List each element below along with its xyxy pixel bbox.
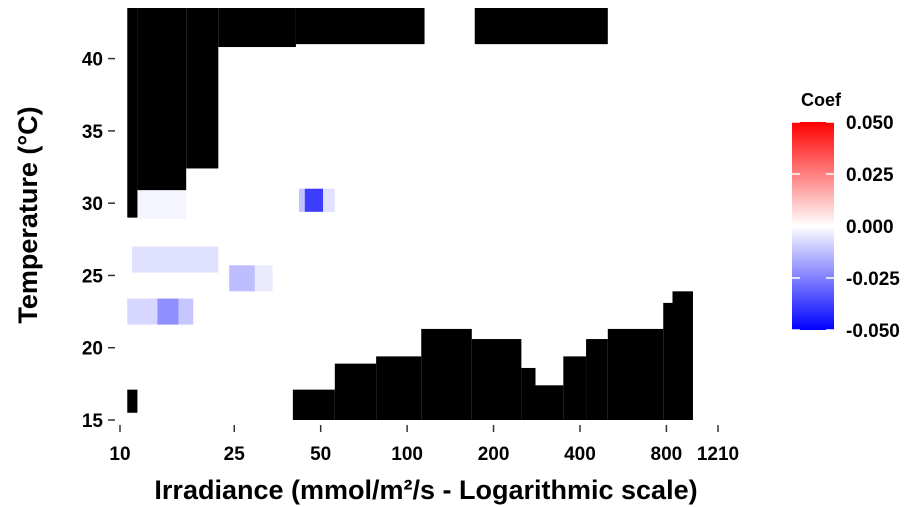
x-tick-label-200: 200 — [478, 444, 510, 465]
masked-region-8 — [334, 363, 377, 420]
legend-label-1: 0.025 — [846, 165, 894, 186]
x-tick-label-400: 400 — [564, 444, 596, 465]
heatmap-cell-10 — [137, 190, 187, 220]
masked-region-13 — [535, 385, 564, 420]
masked-region-16 — [607, 328, 664, 420]
masked-region-10 — [421, 328, 472, 420]
x-tick-label-100: 100 — [391, 444, 423, 465]
heatmap-cell-3 — [178, 298, 194, 325]
masked-region-12 — [521, 367, 536, 420]
y-tick-label-30: 30 — [82, 194, 103, 215]
x-tick-label-25: 25 — [224, 444, 246, 465]
masked-region-9 — [376, 356, 422, 420]
heatmap-cell-2 — [157, 298, 179, 325]
heatmap-cell-0 — [127, 44, 693, 390]
y-tick-label-25: 25 — [82, 266, 104, 287]
x-axis: 10 25 50 100 200 400 800 1210 — [109, 425, 739, 465]
masked-region-2 — [137, 8, 187, 191]
masked-region-17 — [663, 302, 673, 420]
masked-region-14 — [563, 356, 587, 420]
masked-region-7 — [292, 389, 335, 420]
color-legend: Coef 0.050 0.025 0.000 -0.025 -0.050 — [792, 90, 900, 342]
legend-label-3: -0.025 — [846, 269, 900, 290]
y-tick-label-15: 15 — [82, 411, 104, 432]
masked-region-3 — [186, 8, 219, 169]
masked-region-15 — [586, 339, 608, 420]
heatmap-cell-4 — [131, 246, 219, 273]
x-axis-title: Irradiance (mmol/m²/s - Logarithmic scal… — [154, 475, 697, 505]
legend-label-2: 0.000 — [846, 217, 894, 238]
x-tick-label-50: 50 — [310, 444, 331, 465]
plot-panel — [127, 8, 693, 420]
masked-region-4 — [218, 8, 296, 48]
heatmap-cell-1 — [127, 298, 158, 325]
heatmap-cell-7 — [298, 188, 305, 212]
x-tick-label-800: 800 — [651, 444, 683, 465]
masked-region-0 — [127, 389, 138, 413]
x-tick-label-1210: 1210 — [697, 444, 739, 465]
legend-label-0: 0.050 — [846, 113, 894, 134]
y-tick-label-35: 35 — [82, 122, 104, 143]
masked-region-5 — [295, 8, 425, 45]
heatmap-cell-8 — [304, 188, 324, 212]
legend-title: Coef — [801, 90, 842, 110]
y-axis-title: Temperature (°C) — [13, 106, 43, 323]
masked-region-11 — [471, 339, 522, 420]
y-axis: 15 20 25 30 35 40 — [82, 50, 115, 432]
masked-region-1 — [127, 8, 138, 218]
y-tick-label-20: 20 — [82, 339, 103, 360]
heatmap-cell-5 — [229, 265, 255, 292]
y-tick-label-40: 40 — [82, 50, 103, 71]
heatmap-cell-6 — [254, 265, 273, 292]
legend-label-4: -0.050 — [846, 321, 900, 342]
masked-region-18 — [672, 291, 693, 420]
heatmap-cell-9 — [323, 188, 335, 212]
x-tick-label-10: 10 — [109, 444, 130, 465]
masked-region-6 — [474, 8, 608, 45]
